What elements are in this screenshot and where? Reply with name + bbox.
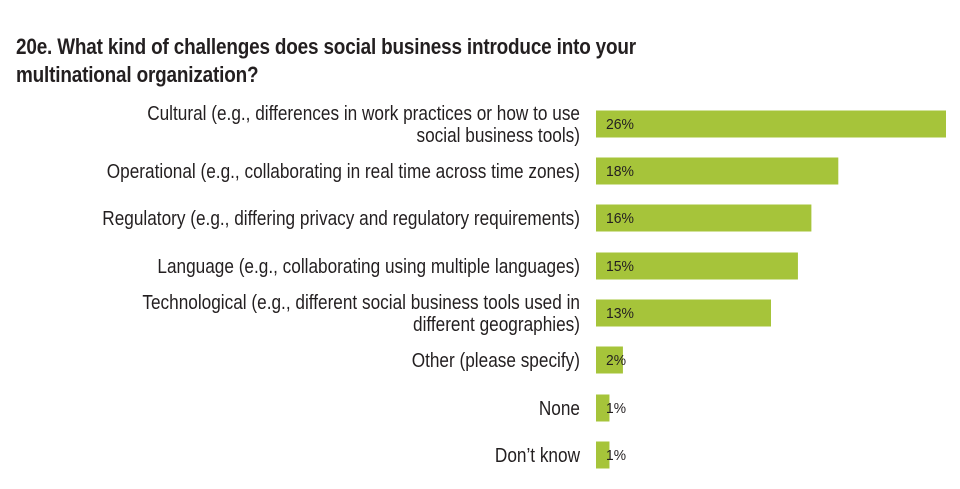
value-label-2: 16% (606, 210, 634, 227)
bars (596, 110, 946, 469)
category-label-5: Other (please specify) (412, 350, 580, 372)
category-label-1: Operational (e.g., collaborating in real… (107, 161, 580, 183)
category-label-2: Regulatory (e.g., differing privacy and … (102, 208, 580, 230)
bar-0 (596, 110, 946, 138)
value-label-5: 2% (606, 352, 626, 369)
category-label-4-line-0: Technological (e.g., different social bu… (142, 292, 580, 314)
category-label-4-line-1: different geographies) (413, 314, 580, 336)
value-labels: 26% 18% 16% 15% 13% 2% 1% 1% (606, 116, 634, 464)
category-labels: Cultural (e.g., differences in work prac… (102, 103, 580, 467)
bar-7 (596, 441, 610, 469)
value-label-1: 18% (606, 163, 634, 180)
category-label-3: Language (e.g., collaborating using mult… (157, 256, 580, 278)
value-label-6: 1% (606, 400, 626, 417)
bar-2 (596, 204, 812, 232)
category-label-7: Don’t know (495, 445, 581, 467)
value-label-4: 13% (606, 305, 634, 322)
category-label-0-line-1: social business tools) (417, 125, 581, 147)
chart-title: 20e. What kind of challenges does social… (16, 34, 636, 87)
category-label-6: None (539, 398, 580, 420)
bar-4 (596, 299, 771, 327)
bar-5 (596, 346, 623, 374)
bar-1 (596, 157, 839, 185)
value-label-7: 1% (606, 447, 626, 464)
value-label-0: 26% (606, 116, 634, 133)
category-label-0-line-0: Cultural (e.g., differences in work prac… (147, 103, 580, 125)
value-label-3: 15% (606, 258, 634, 275)
bar-6 (596, 394, 610, 422)
bar-3 (596, 252, 798, 280)
